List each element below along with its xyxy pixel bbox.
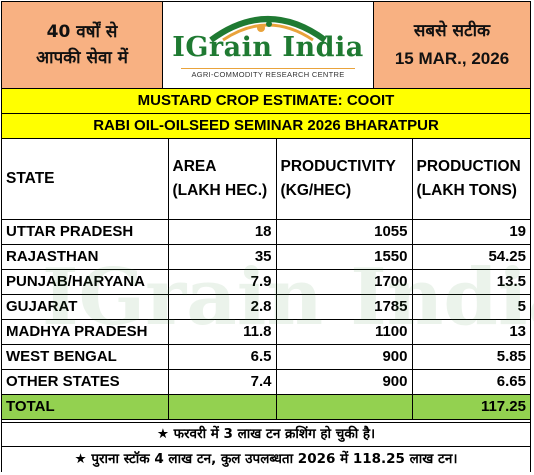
header: 40 वर्षों से आपकी सेवा में IGrain India … bbox=[2, 2, 530, 88]
main-title: MUSTARD CROP ESTIMATE: COOIT bbox=[2, 88, 530, 113]
note-crushing: ★ फरवरी में 3 लाख टन क्रशिंग हो चुकी है। bbox=[2, 422, 530, 446]
cell-productivity: 1055 bbox=[275, 219, 413, 245]
cell-area: 7.4 bbox=[167, 369, 277, 395]
cell-production: 13 bbox=[411, 319, 530, 345]
table-row: WEST BENGAL 6.5 900 5.85 bbox=[2, 344, 530, 370]
cell-productivity: 1100 bbox=[275, 319, 413, 345]
cell-state: WEST BENGAL bbox=[2, 344, 169, 370]
cell-productivity: 1550 bbox=[275, 244, 413, 270]
estimate-table: STATE AREA (LAKH HEC.) PRODUCTIVITY (KG/HE… bbox=[2, 138, 530, 420]
header-right-line1: सबसे सटीक bbox=[413, 21, 491, 41]
header-right-panel: सबसे सटीक 15 MAR., 2026 bbox=[374, 2, 530, 88]
cell-productivity: 1785 bbox=[275, 294, 413, 320]
cell-state: MADHYA PRADESH bbox=[2, 319, 169, 345]
note-stock: ★ पुराना स्टॉक 4 लाख टन, कुल उपलब्धता 20… bbox=[2, 446, 530, 472]
cell-state: GUJARAT bbox=[2, 294, 169, 320]
table-row: MADHYA PRADESH 11.8 1100 13 bbox=[2, 319, 530, 345]
cell-state: UTTAR PRADESH bbox=[2, 219, 169, 245]
cell-area: 2.8 bbox=[167, 294, 277, 320]
table-header-row: STATE AREA (LAKH HEC.) PRODUCTIVITY (KG/HE… bbox=[2, 138, 530, 220]
cell-production: 54.25 bbox=[411, 244, 530, 270]
total-row: TOTAL 117.25 bbox=[2, 394, 530, 420]
brand-logo: IGrain India AGRI-COMMODITY RESEARCH CEN… bbox=[162, 2, 374, 88]
cell-area: 35 bbox=[167, 244, 277, 270]
cell-area: 6.5 bbox=[167, 344, 277, 370]
cell-state: PUNJAB/HARYANA bbox=[2, 269, 169, 295]
header-left-panel: 40 वर्षों से आपकी सेवा में bbox=[2, 2, 162, 88]
cell-area: 7.9 bbox=[167, 269, 277, 295]
table-row: GUJARAT 2.8 1785 5 bbox=[2, 294, 530, 320]
cell-productivity: 1700 bbox=[275, 269, 413, 295]
table-row: RAJASTHAN 35 1550 54.25 bbox=[2, 244, 530, 270]
grain-arc-icon bbox=[209, 16, 327, 42]
column-header-area: AREA (LAKH HEC.) bbox=[167, 138, 277, 220]
brand-name: IGrain India bbox=[172, 32, 364, 63]
header-date: 15 MAR., 2026 bbox=[394, 49, 510, 68]
sub-title: RABI OIL-OILSEED SEMINAR 2026 BHARATPUR bbox=[2, 113, 530, 138]
cell-area: 18 bbox=[167, 219, 277, 245]
total-productivity-empty bbox=[275, 394, 413, 420]
total-label: TOTAL bbox=[2, 394, 169, 420]
column-header-state: STATE bbox=[2, 138, 169, 220]
cell-state: OTHER STATES bbox=[2, 369, 169, 395]
total-production: 117.25 bbox=[411, 394, 530, 420]
cell-productivity: 900 bbox=[275, 369, 413, 395]
cell-productivity: 900 bbox=[275, 344, 413, 370]
cell-production: 5.85 bbox=[411, 344, 530, 370]
table-row: PUNJAB/HARYANA 7.9 1700 13.5 bbox=[2, 269, 530, 295]
column-header-production: PRODUCTION (LAKH TONS) bbox=[411, 138, 530, 220]
header-left-line2: आपकी सेवा में bbox=[36, 48, 128, 68]
column-header-productivity: PRODUCTIVITY (KG/HEC) bbox=[275, 138, 413, 220]
total-area-empty bbox=[167, 394, 277, 420]
cell-production: 13.5 bbox=[411, 269, 530, 295]
cell-area: 11.8 bbox=[167, 319, 277, 345]
cell-production: 5 bbox=[411, 294, 530, 320]
header-left-line1: 40 वर्षों से bbox=[46, 22, 118, 42]
table-row: OTHER STATES 7.4 900 6.65 bbox=[2, 369, 530, 395]
brand-tagline: AGRI-COMMODITY RESEARCH CENTRE bbox=[181, 68, 355, 79]
cell-production: 6.65 bbox=[411, 369, 530, 395]
table-row: UTTAR PRADESH 18 1055 19 bbox=[2, 219, 530, 245]
cell-state: RAJASTHAN bbox=[2, 244, 169, 270]
cell-production: 19 bbox=[411, 219, 530, 245]
